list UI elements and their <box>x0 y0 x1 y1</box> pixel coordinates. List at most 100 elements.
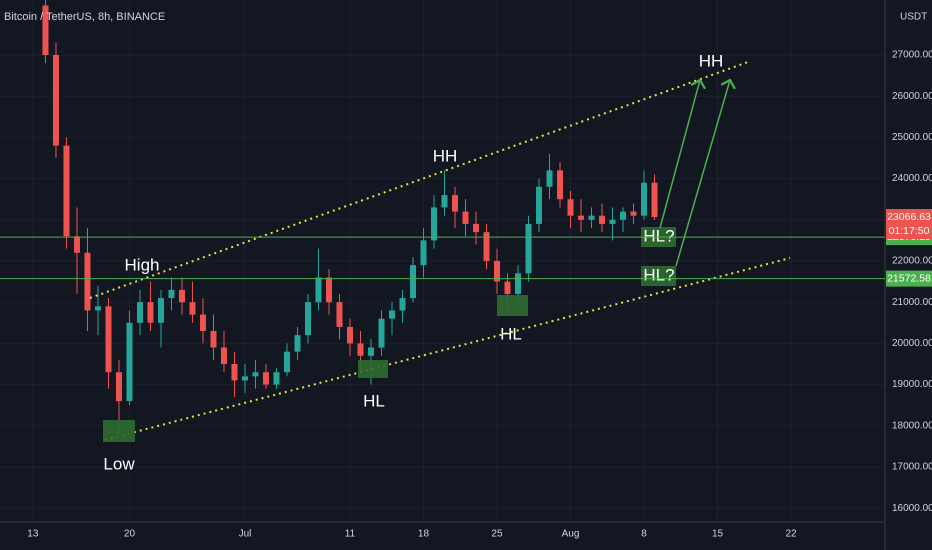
candle-body <box>73 236 80 253</box>
y-tick-label: 17000.00 <box>892 462 932 473</box>
y-tick-label: 20000.00 <box>892 338 932 349</box>
candle-body <box>262 372 269 385</box>
price-tag <box>886 270 932 287</box>
candle-body <box>651 182 658 218</box>
y-tick-label: 25000.00 <box>892 132 932 143</box>
last-price-tag <box>886 209 932 240</box>
x-tick-label: 15 <box>712 529 724 540</box>
last-price-label: 23066.63 <box>887 211 931 223</box>
candle-body <box>157 298 164 323</box>
y-tick-label: 19000.00 <box>892 379 932 390</box>
chart-title: Bitcoin / TetherUS, 8h, BINANCE <box>4 11 165 23</box>
candle-body <box>578 215 585 220</box>
candle-body <box>462 211 469 224</box>
candle-body <box>588 215 595 220</box>
upper-trendline <box>89 61 749 299</box>
annotation: HL? <box>643 265 674 284</box>
zone <box>497 295 528 316</box>
candle-body <box>178 289 185 303</box>
candle-body <box>420 240 427 266</box>
candle-body <box>567 199 574 216</box>
annotation: Low <box>103 454 135 473</box>
candle-body <box>63 145 70 237</box>
candle-body <box>336 302 343 327</box>
candle-body <box>84 252 91 311</box>
x-tick-label: Jul <box>239 529 252 540</box>
annotation: HL <box>500 324 522 343</box>
y-tick-label: 21000.00 <box>892 297 932 308</box>
candle-body <box>483 232 490 261</box>
candle-body <box>515 273 522 294</box>
x-tick-label: 20 <box>124 529 136 540</box>
annotation: HH <box>699 51 724 70</box>
candle-body <box>599 215 606 224</box>
y-tick-label: 18000.00 <box>892 420 932 431</box>
y-tick-label: 27000.00 <box>892 50 932 61</box>
candle-body <box>283 351 290 373</box>
candle-body <box>252 372 259 377</box>
candle-body <box>115 372 122 402</box>
candle-body <box>147 302 154 323</box>
y-tick-label: 26000.00 <box>892 91 932 102</box>
candle-body <box>367 347 374 356</box>
x-tick-label: 18 <box>418 529 430 540</box>
candle-body <box>441 195 448 208</box>
axes: 16000.00 17000.00 18000.00 19000.00 20000.00… <box>27 50 932 540</box>
candle-body <box>430 207 437 241</box>
candle-body <box>346 326 353 344</box>
candle-body <box>399 298 406 311</box>
zone <box>358 360 388 378</box>
candle-body <box>630 211 637 216</box>
candle-body <box>94 306 101 311</box>
candle-body <box>409 265 416 299</box>
countdown: 01:17:50 <box>889 225 930 237</box>
arrow <box>675 80 730 267</box>
candle-body <box>294 335 301 352</box>
candle-body <box>388 310 395 319</box>
candle-body <box>378 318 385 348</box>
candle-body <box>504 281 511 294</box>
price-tag-label: 21572.58 <box>887 272 931 284</box>
candle-body <box>136 302 143 323</box>
candle-body <box>304 302 311 336</box>
candle-body <box>609 219 616 224</box>
candle-body <box>557 170 564 200</box>
candle-body <box>273 372 280 385</box>
annotation: HH <box>433 146 458 165</box>
annotation: High <box>125 255 160 274</box>
x-tick-label: Aug <box>562 529 580 540</box>
zone <box>641 266 676 286</box>
candle-body <box>451 195 458 212</box>
x-tick-label: 8 <box>641 529 647 540</box>
candle-body <box>231 363 238 381</box>
candle-body <box>168 289 175 299</box>
candle-body <box>546 170 553 187</box>
candle-body <box>472 223 479 233</box>
lower-trendline <box>104 257 791 441</box>
x-tick-label: 22 <box>785 529 797 540</box>
arrow <box>659 80 700 229</box>
candle-body <box>641 182 648 216</box>
candle-body <box>189 302 196 315</box>
x-tick-label: 13 <box>27 529 39 540</box>
candle-body <box>357 343 364 356</box>
candle-body <box>105 306 112 373</box>
candle-body <box>241 376 248 381</box>
x-tick-label: 11 <box>345 529 356 540</box>
y-tick-label: 24000.00 <box>892 173 932 184</box>
candle-body <box>210 331 217 348</box>
candle-body <box>493 261 500 282</box>
currency-label: USDT <box>900 12 927 23</box>
y-tick-label: 22000.00 <box>892 256 932 267</box>
zone <box>103 420 135 442</box>
candle-body <box>220 347 227 364</box>
candle-body <box>525 223 532 274</box>
x-tick-label: 25 <box>491 529 503 540</box>
annotation: HL? <box>643 226 674 245</box>
candle-body <box>199 314 206 332</box>
candle-body <box>325 277 332 303</box>
candle-body <box>42 5 49 56</box>
candle-body <box>315 277 322 303</box>
